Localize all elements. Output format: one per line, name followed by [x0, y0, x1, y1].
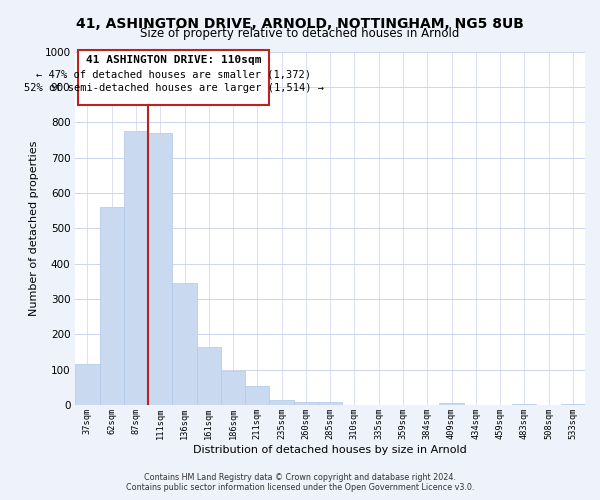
- Text: 52% of semi-detached houses are larger (1,514) →: 52% of semi-detached houses are larger (…: [23, 82, 323, 92]
- Text: 41 ASHINGTON DRIVE: 110sqm: 41 ASHINGTON DRIVE: 110sqm: [86, 56, 262, 66]
- Bar: [221, 371, 245, 405]
- Bar: [148, 133, 172, 405]
- Bar: [561, 404, 585, 405]
- Bar: [172, 283, 197, 405]
- Bar: [294, 402, 318, 405]
- Bar: [124, 131, 148, 405]
- Bar: [318, 402, 342, 405]
- Text: Size of property relative to detached houses in Arnold: Size of property relative to detached ho…: [140, 28, 460, 40]
- Text: 41, ASHINGTON DRIVE, ARNOLD, NOTTINGHAM, NG5 8UB: 41, ASHINGTON DRIVE, ARNOLD, NOTTINGHAM,…: [76, 18, 524, 32]
- Bar: [100, 207, 124, 405]
- Bar: [439, 403, 464, 405]
- Text: ← 47% of detached houses are smaller (1,372): ← 47% of detached houses are smaller (1,…: [36, 70, 311, 80]
- Bar: [269, 400, 294, 405]
- Bar: [197, 347, 221, 405]
- Y-axis label: Number of detached properties: Number of detached properties: [29, 140, 39, 316]
- Text: Contains HM Land Registry data © Crown copyright and database right 2024.
Contai: Contains HM Land Registry data © Crown c…: [126, 473, 474, 492]
- X-axis label: Distribution of detached houses by size in Arnold: Distribution of detached houses by size …: [193, 445, 467, 455]
- Bar: [76, 364, 100, 405]
- FancyBboxPatch shape: [78, 50, 269, 104]
- Bar: [512, 404, 536, 405]
- Bar: [245, 386, 269, 405]
